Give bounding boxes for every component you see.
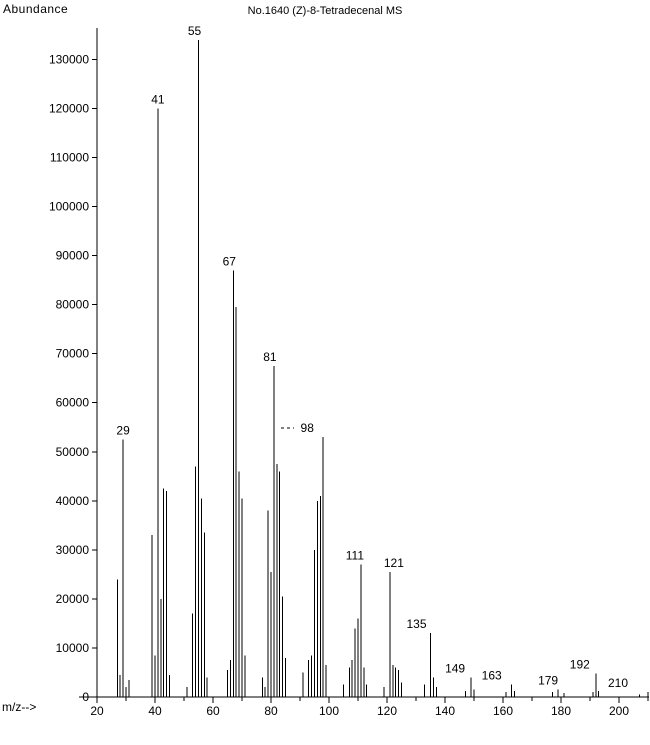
y-tick-label: 30000: [56, 543, 90, 557]
peak-label-29: 29: [116, 424, 130, 438]
peak-label-41: 41: [151, 92, 165, 106]
peak-label-179: 179: [538, 674, 558, 688]
y-tick-label: 80000: [56, 298, 90, 312]
x-tick-label: 160: [493, 704, 513, 718]
y-axis-title: Abundance: [3, 2, 69, 16]
y-tick-label: 20000: [56, 592, 90, 606]
y-tick-label: 120000: [49, 101, 89, 115]
x-tick-label: 20: [90, 704, 104, 718]
peak-label-121: 121: [384, 556, 404, 570]
peak-label-192: 192: [570, 657, 590, 671]
x-tick-label: 40: [148, 704, 162, 718]
y-tick-label: 10000: [56, 641, 90, 655]
x-tick-label: 200: [609, 704, 629, 718]
y-tick-label: 0: [82, 690, 89, 704]
x-tick-label: 60: [206, 704, 220, 718]
x-tick-label: 140: [435, 704, 455, 718]
peak-label-98: 98: [301, 421, 315, 435]
peak-label-55: 55: [188, 24, 202, 38]
y-tick-label: 60000: [56, 396, 90, 410]
x-tick-label: 80: [264, 704, 278, 718]
x-axis-title: m/z-->: [2, 700, 37, 714]
y-tick-label: 40000: [56, 494, 90, 508]
chart-title: No.1640 (Z)-8-Tetradecenal MS: [247, 5, 403, 17]
y-tick-label: 90000: [56, 249, 90, 263]
y-tick-label: 130000: [49, 52, 89, 66]
peak-label-67: 67: [223, 254, 237, 268]
peak-label-210: 210: [608, 676, 628, 690]
x-tick-label: 180: [551, 704, 571, 718]
x-tick-label: 120: [377, 704, 397, 718]
peak-label-135: 135: [406, 617, 426, 631]
peak-label-163: 163: [482, 669, 502, 683]
y-tick-label: 50000: [56, 445, 90, 459]
peak-label-81: 81: [263, 350, 277, 364]
peak-label-111: 111: [346, 549, 365, 563]
y-tick-label: 110000: [50, 151, 89, 165]
y-tick-label: 70000: [56, 347, 90, 361]
x-tick-label: 100: [319, 704, 339, 718]
peak-label-149: 149: [445, 661, 465, 675]
y-tick-label: 100000: [49, 200, 89, 214]
